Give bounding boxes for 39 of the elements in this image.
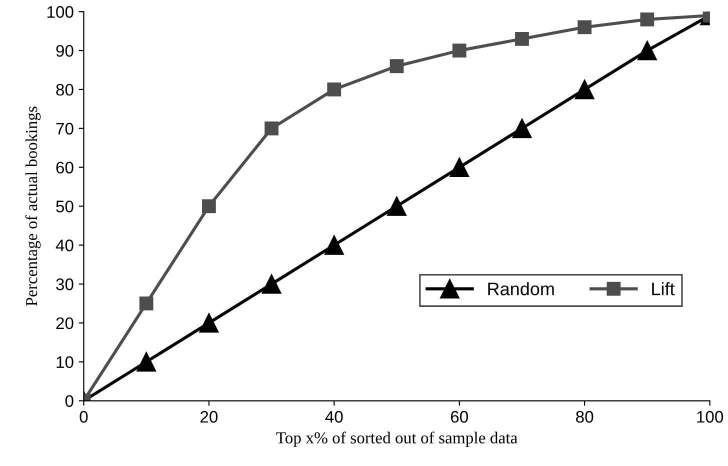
y-tick-label: 0 (65, 395, 74, 407)
x-tick-label: 40 (325, 410, 343, 423)
y-tick-label: 30 (56, 278, 74, 290)
y-tick-label: 70 (56, 122, 74, 135)
point (324, 235, 344, 255)
point (452, 44, 466, 58)
point (327, 82, 342, 96)
point (578, 20, 592, 34)
legend-label: Lift (652, 282, 675, 296)
point (450, 158, 470, 178)
y-tick-label: 100 (47, 6, 74, 18)
x-tick-label: 0 (80, 410, 88, 423)
point (637, 40, 657, 60)
y-tick-label: 40 (56, 240, 74, 252)
point (515, 32, 529, 46)
point (199, 313, 219, 333)
point (387, 196, 406, 216)
point (202, 199, 216, 214)
x-tick-label: 100 (697, 410, 724, 423)
point (264, 121, 278, 136)
legend-label: Random (488, 282, 554, 296)
x-tick-label: 80 (576, 410, 594, 423)
y-tick-label: 20 (56, 317, 74, 330)
x-axis-title: Top x% of sorted out of sample data (276, 432, 518, 447)
point (640, 12, 654, 26)
point (136, 352, 156, 372)
y-axis-title: Percentage of actual bookings (25, 106, 41, 306)
point (574, 80, 594, 100)
point (262, 274, 282, 294)
y-tick-label: 90 (56, 44, 74, 57)
y-tick-label: 10 (56, 356, 74, 368)
point (512, 118, 532, 138)
x-tick-label: 60 (450, 410, 468, 423)
y-tick-label: 50 (56, 200, 74, 212)
y-tick-label: 80 (56, 84, 74, 96)
point (139, 296, 154, 310)
point (390, 59, 404, 74)
y-tick-label: 60 (56, 162, 74, 174)
x-tick-label: 20 (200, 410, 218, 423)
